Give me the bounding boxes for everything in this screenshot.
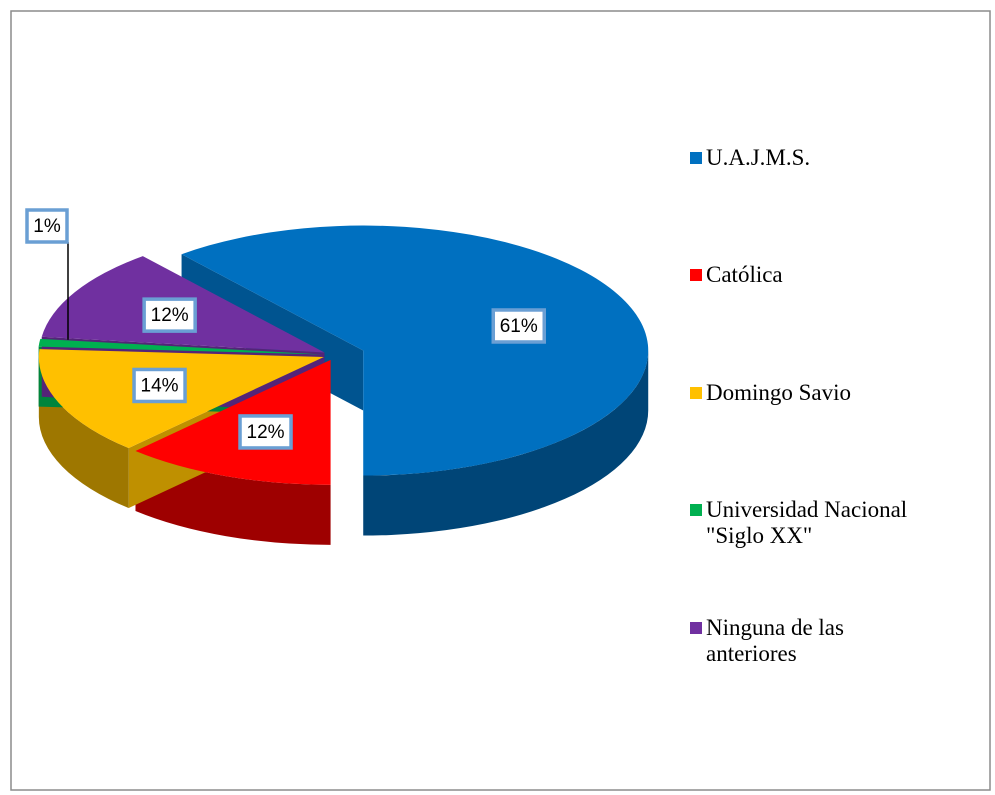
legend-label: Universidad Nacional "Siglo XX" — [706, 497, 908, 548]
pie-slice — [135, 359, 331, 485]
legend-item: Católica — [690, 262, 930, 288]
legend-item: Domingo Savio — [690, 380, 930, 406]
legend-swatch — [690, 387, 702, 399]
legend-swatch — [690, 504, 702, 516]
data-label-box — [491, 308, 547, 344]
slice-side — [38, 356, 129, 509]
legend-label: Domingo Savio — [706, 380, 852, 405]
legend-swatch — [690, 622, 702, 634]
legend-swatch — [690, 269, 702, 281]
data-label-box — [142, 297, 197, 333]
legend-label: Católica — [706, 262, 783, 287]
legend-label: Ninguna de las anteriores — [706, 615, 844, 666]
legend-label: U.A.J.M.S. — [706, 145, 811, 170]
legend-item: Ninguna de las anteriores — [690, 615, 930, 667]
data-label: 61% — [500, 316, 538, 337]
legend-item: U.A.J.M.S. — [690, 145, 930, 171]
data-label: 12% — [247, 422, 285, 443]
data-label: 14% — [141, 375, 179, 396]
legend-swatch — [690, 152, 702, 164]
data-label: 12% — [151, 305, 189, 326]
pie-labels: 61% 12% 14% 1% 12% — [25, 208, 547, 450]
pie-slice — [38, 338, 324, 355]
data-label-box — [25, 208, 69, 244]
legend-item: Universidad Nacional "Siglo XX" — [690, 497, 930, 549]
pie-slice — [181, 225, 649, 476]
slice-side — [363, 350, 649, 536]
data-label: 1% — [33, 216, 61, 237]
data-label-box — [238, 414, 293, 450]
data-label-box — [132, 367, 187, 404]
